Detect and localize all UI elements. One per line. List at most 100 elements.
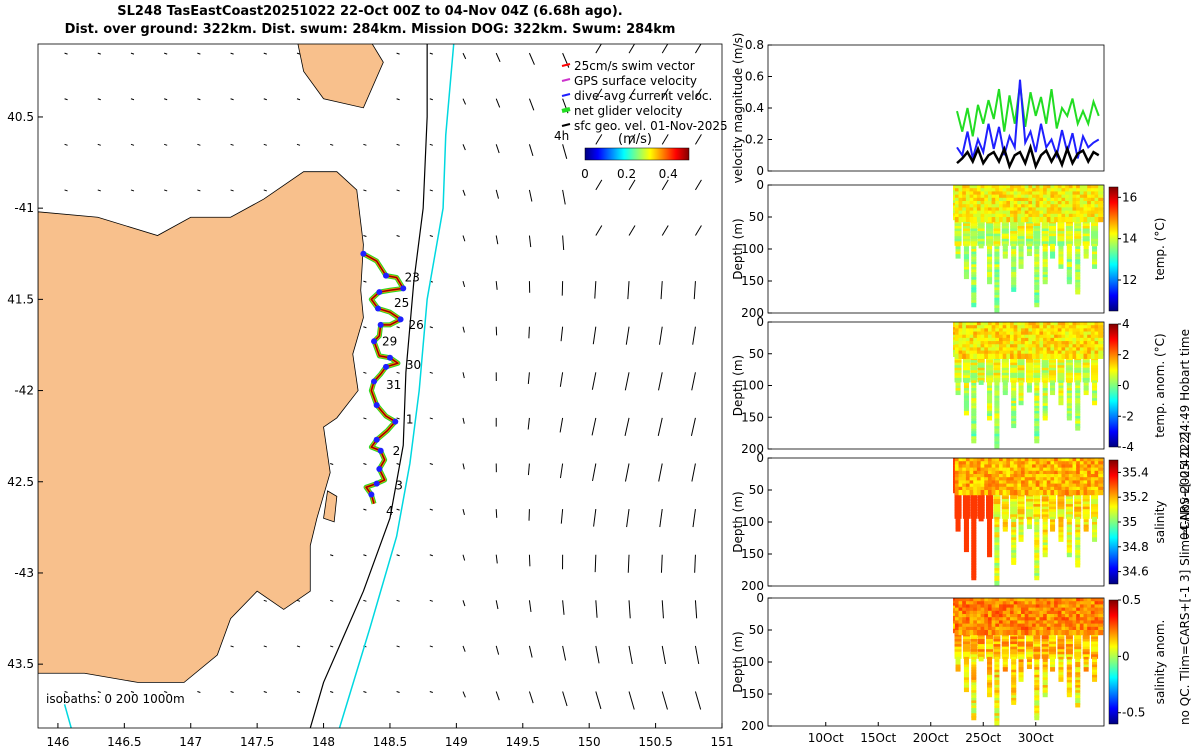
upper-layer-cell [1061, 601, 1067, 607]
profile-cell [1017, 357, 1025, 363]
profile-cell [1034, 534, 1040, 540]
profile-cell [1033, 511, 1041, 517]
upper-layer-cell [1061, 598, 1067, 604]
upper-layer-cell [987, 477, 993, 483]
upper-layer-cell [1002, 617, 1008, 623]
upper-layer-cell [1068, 614, 1074, 620]
upper-layer-cell [962, 217, 968, 223]
upper-layer-cell [958, 490, 964, 496]
upper-layer-cell [1010, 480, 1016, 486]
profile-cell [1074, 509, 1082, 514]
upper-layer-cell [1013, 210, 1019, 216]
upper-layer-cell [1054, 204, 1060, 210]
depth-y-tick-label: 150 [741, 687, 764, 701]
profile-cell [1018, 527, 1024, 532]
profile-cell [970, 231, 978, 236]
profile-cell [1034, 550, 1040, 555]
profile-cell [971, 560, 977, 565]
profile-cell [1011, 667, 1017, 672]
profile-cell [1034, 519, 1040, 524]
profile-cell [1011, 382, 1017, 388]
profile-cell [970, 377, 978, 383]
depth-ylabel: Depth (m) [731, 355, 745, 416]
upper-layer-cell [1043, 623, 1049, 629]
upper-layer-cell [1035, 601, 1041, 607]
upper-layer-cell [958, 614, 964, 620]
profile-cell [971, 522, 977, 527]
profile-cell [1066, 542, 1072, 547]
depth-ylabel: Depth (m) [731, 218, 745, 279]
upper-layer-cell [1028, 344, 1034, 350]
profile-cell [1082, 223, 1090, 228]
upper-layer-cell [1039, 337, 1045, 344]
upper-layer-cell [1098, 337, 1104, 344]
upper-layer-cell [1017, 470, 1023, 476]
profile-cell [1011, 249, 1017, 254]
profile-cell [1034, 261, 1040, 267]
upper-layer-cell [1098, 610, 1104, 616]
profile-cell [1026, 524, 1032, 530]
upper-layer-cell [1039, 334, 1045, 340]
upper-layer-cell [1079, 331, 1085, 337]
profile-cell [986, 493, 994, 499]
upper-layer-cell [1006, 607, 1012, 613]
upper-layer-cell [962, 483, 968, 489]
profile-cell [1066, 249, 1072, 254]
upper-layer-cell [958, 598, 964, 604]
upper-layer-cell [1028, 325, 1034, 331]
upper-layer-cell [1010, 322, 1016, 328]
upper-layer-cell [1057, 470, 1063, 476]
current-arrow [627, 281, 630, 300]
upper-layer-cell [1090, 610, 1096, 616]
upper-layer-cell [958, 194, 964, 200]
profile-cell [971, 428, 977, 434]
profile-cell [971, 382, 977, 388]
upper-layer-cell [1072, 322, 1078, 328]
profile-cell [1075, 274, 1081, 280]
profile-cell [1042, 674, 1048, 680]
upper-layer-cell [1094, 188, 1100, 194]
profile-cell [1075, 674, 1081, 680]
profile-cell [1018, 251, 1024, 257]
upper-layer-cell [973, 464, 979, 470]
profile-cell [1034, 669, 1040, 675]
upper-layer-cell [1013, 630, 1019, 636]
profile-cell [986, 236, 994, 241]
profile-cell [987, 674, 993, 680]
upper-layer-cell [1072, 331, 1078, 337]
upper-layer-cell [987, 607, 993, 613]
current-arrow [64, 189, 68, 192]
upper-layer-cell [962, 328, 968, 334]
upper-layer-cell [962, 626, 968, 632]
upper-layer-cell [980, 461, 986, 467]
upper-layer-cell [984, 194, 990, 200]
profile-cell [987, 259, 993, 264]
upper-layer-cell [1094, 617, 1100, 623]
upper-layer-cell [1072, 201, 1078, 207]
upper-layer-cell [1010, 477, 1016, 483]
current-arrow [330, 599, 334, 602]
profile-cell [963, 243, 969, 249]
profile-cell [1042, 664, 1048, 670]
profile-cell [962, 370, 970, 375]
current-arrow [197, 691, 201, 693]
current-arrow [396, 645, 400, 648]
profile-cell [1002, 516, 1008, 522]
profile-cell [954, 372, 962, 378]
upper-layer-cell [1098, 630, 1104, 636]
profile-cell [1001, 225, 1009, 231]
profile-cell [1057, 514, 1065, 519]
upper-layer-cell [980, 470, 986, 476]
profile-cell [1017, 362, 1025, 368]
upper-layer-cell [991, 486, 997, 492]
current-arrow [462, 554, 466, 561]
current-arrow [363, 691, 367, 693]
current-arrow [690, 417, 696, 437]
upper-layer-cell [1083, 458, 1089, 464]
profile-cell [1011, 254, 1017, 259]
current-arrow [527, 463, 530, 476]
profile-cell [1082, 367, 1090, 373]
profile-cell [1066, 413, 1072, 418]
profile-cell [955, 527, 961, 532]
upper-layer-cell [1032, 353, 1038, 359]
